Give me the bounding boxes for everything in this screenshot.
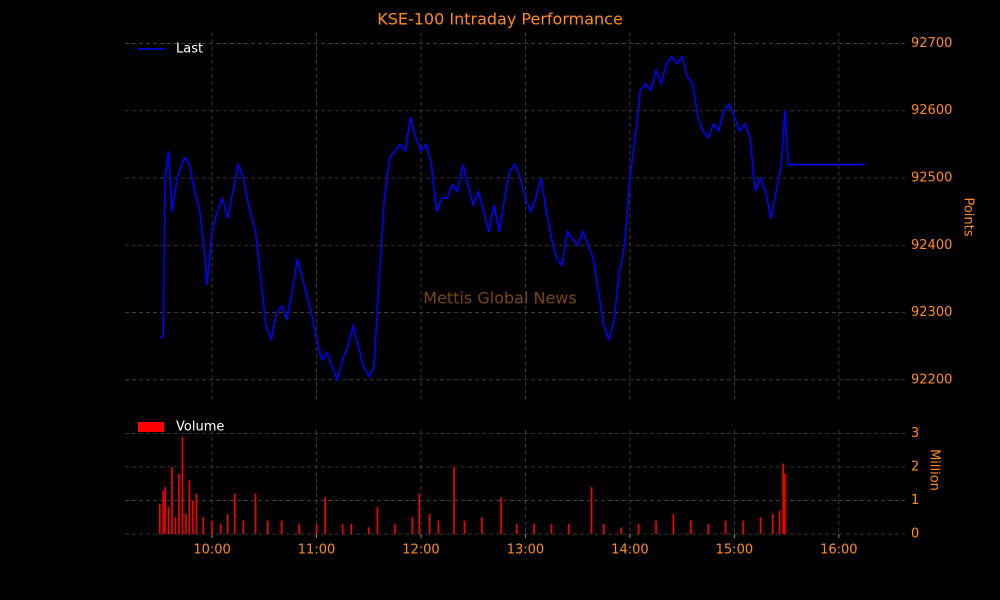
bar (162, 490, 165, 534)
y-tick-label: 1 (911, 493, 919, 508)
bar (315, 523, 318, 534)
bar (500, 497, 502, 534)
bar (159, 503, 161, 534)
x-tick-label: 15:00 (716, 543, 753, 558)
bar (672, 513, 675, 534)
bar (254, 493, 257, 534)
y-tick-label: 2 (911, 459, 919, 474)
legend-label: Volume (176, 420, 224, 435)
bar (759, 517, 762, 534)
x-tick-label: 14:00 (611, 543, 648, 558)
legend-swatch (138, 422, 164, 432)
bar (590, 487, 593, 534)
bar (178, 473, 180, 534)
bar (181, 436, 184, 534)
bar (188, 480, 191, 534)
bar (226, 513, 229, 534)
bar (174, 517, 177, 534)
bar (533, 523, 535, 534)
bar (782, 463, 784, 534)
y-tick-label: 92500 (911, 170, 952, 185)
y-tick-label: 0 (911, 527, 919, 542)
bar (418, 493, 421, 534)
y-tick-label: 3 (911, 426, 919, 441)
x-tick-label: 10:00 (193, 543, 230, 558)
legend-label: Last (176, 42, 203, 57)
bar (266, 520, 269, 534)
bar (707, 523, 710, 534)
bar (202, 517, 205, 534)
y-tick-label: 92300 (911, 305, 952, 320)
bar (690, 520, 692, 534)
x-tick-label: 16:00 (820, 543, 857, 558)
chart-title: KSE-100 Intraday Performance (377, 10, 623, 29)
y-tick-label: 92400 (911, 238, 952, 253)
bar (341, 523, 344, 534)
bar (195, 493, 198, 534)
y-tick-label: 92700 (911, 36, 952, 51)
bar (242, 520, 245, 534)
bar (515, 523, 518, 534)
bar (376, 507, 379, 534)
bar (185, 513, 187, 534)
bar (428, 513, 431, 534)
bar (778, 510, 781, 534)
bar (350, 523, 353, 534)
bar (742, 520, 744, 534)
bar (367, 527, 370, 534)
bar (411, 517, 414, 534)
bar (219, 523, 222, 534)
y-tick-label: 92200 (911, 372, 952, 387)
bar (550, 523, 553, 534)
y-axis-label: Million (927, 449, 942, 491)
bar (620, 527, 623, 534)
bar (233, 493, 236, 534)
bar (771, 513, 774, 534)
bar (437, 520, 440, 534)
x-tick-label: 12:00 (402, 543, 439, 558)
bar (394, 523, 396, 534)
bar (724, 520, 727, 534)
y-tick-label: 92600 (911, 103, 952, 118)
price-line (159, 55, 865, 383)
bar (192, 500, 194, 534)
bar (164, 487, 166, 534)
y-axis-label: Points (961, 197, 976, 236)
bar (453, 466, 455, 534)
bar (211, 520, 213, 534)
bar (602, 523, 605, 534)
bar (637, 523, 640, 534)
watermark: Mettis Global News (423, 289, 576, 308)
bar (280, 520, 283, 534)
bar (324, 497, 327, 534)
bar (655, 520, 657, 534)
bar (298, 523, 300, 534)
bar (167, 507, 170, 534)
x-tick-label: 11:00 (298, 543, 335, 558)
bar (784, 473, 786, 534)
bar (481, 517, 483, 534)
x-tick-label: 13:00 (507, 543, 544, 558)
bar (463, 520, 466, 534)
bar (171, 466, 173, 534)
bar (568, 523, 570, 534)
